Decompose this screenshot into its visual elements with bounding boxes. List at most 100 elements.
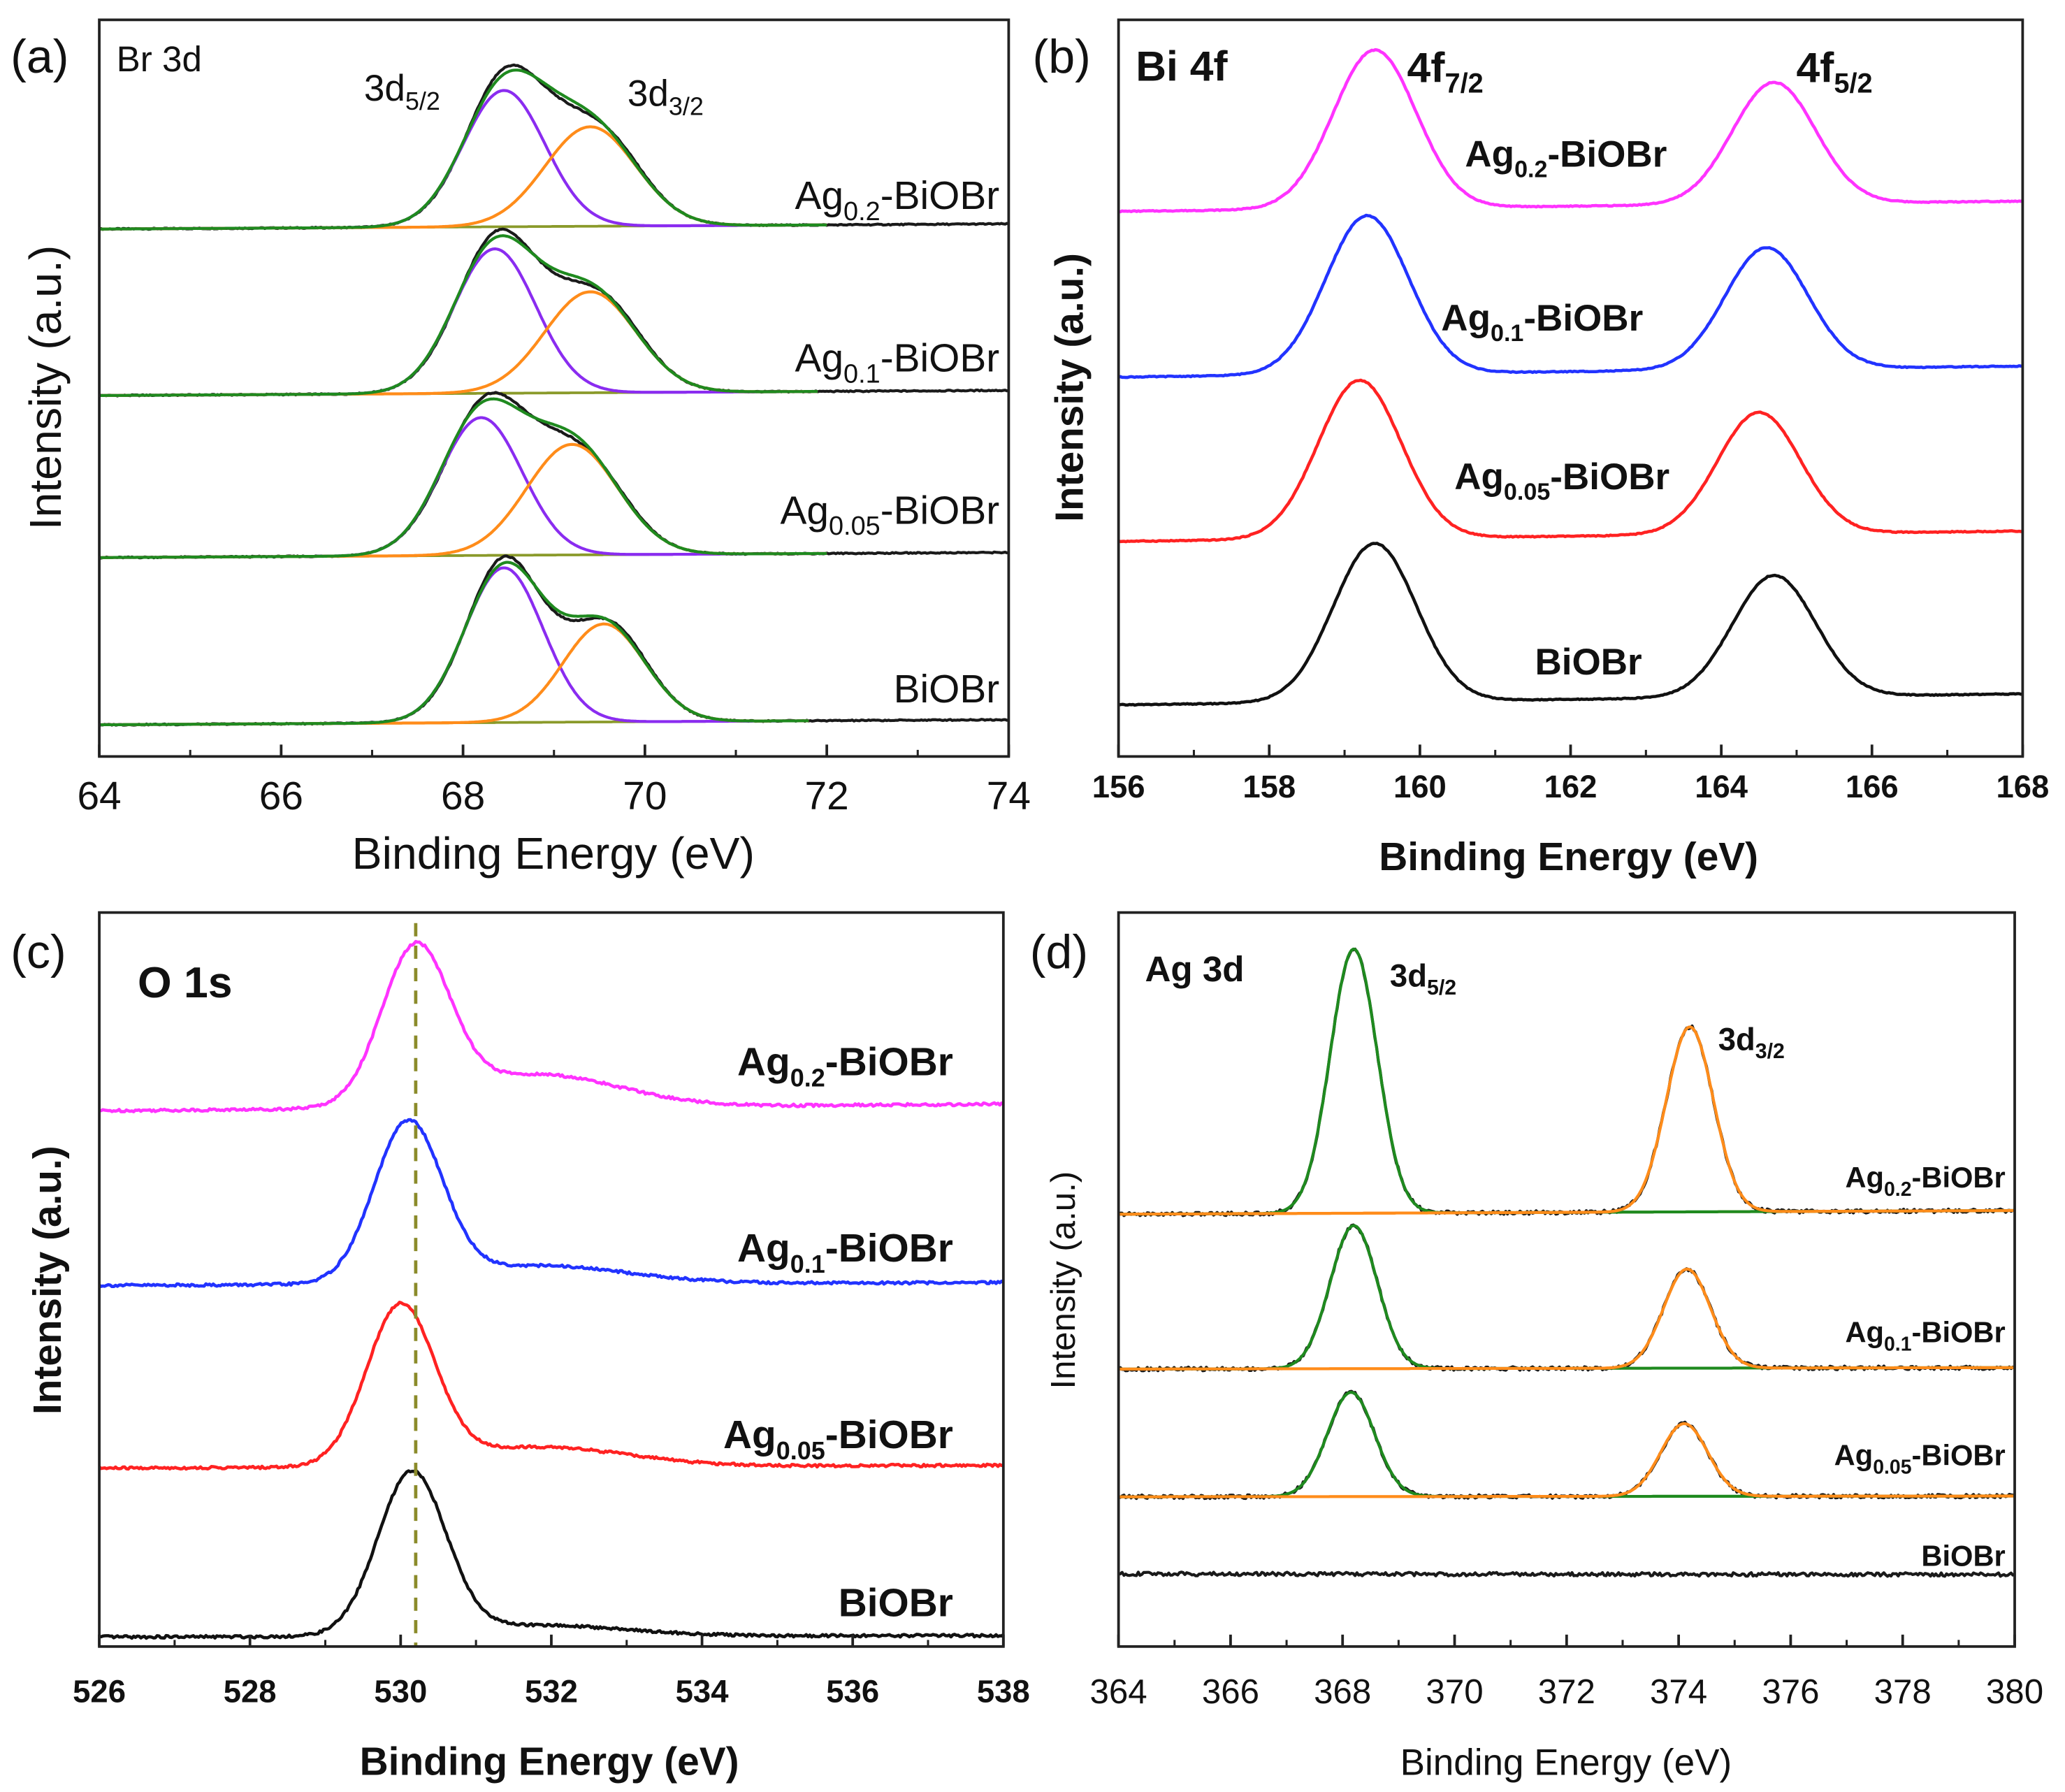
peak-label-3d52: 3d5/2	[364, 68, 440, 115]
label-suffix: -BiOBr	[1912, 1316, 2006, 1349]
x-tick-label: 168	[1996, 769, 2049, 804]
label-suffix: -BiOBr	[881, 337, 999, 381]
series-label-ag01-biobr: Ag0.1-BiOBr	[737, 1227, 953, 1278]
plot-area	[1118, 947, 2015, 1578]
label-main: BiOBr	[1921, 1539, 2005, 1572]
label-subscript: 0.1	[790, 1250, 825, 1278]
component-3d52-line-ag01-biobr	[99, 247, 818, 398]
data-line-biobr	[99, 554, 1009, 727]
y-axis-title: Intensity (a.u.)	[1044, 1171, 1082, 1389]
x-tick-label: 530	[374, 1673, 427, 1709]
x-tick-label: 534	[676, 1673, 730, 1709]
series-label-ag01-biobr: Ag0.1-BiOBr	[1441, 298, 1643, 347]
component-3d52-line-ag005-biobr	[99, 416, 827, 559]
label-subscript: 0.05	[1504, 479, 1550, 505]
data-line-ag01-biobr	[1118, 1223, 2015, 1373]
label-subscript: 0.05	[776, 1436, 825, 1465]
x-tick-label: 66	[259, 774, 303, 818]
component-3d32-line-ag005-biobr	[99, 442, 827, 559]
x-tick-label: 156	[1092, 769, 1145, 804]
label-subscript: 0.1	[843, 360, 881, 389]
label-main: Ag	[1441, 298, 1491, 339]
label-main: Ag	[780, 489, 828, 533]
label-suffix: -BiOBr	[881, 174, 999, 218]
label-suffix: -BiOBr	[1912, 1161, 2006, 1194]
label-subscript: 0.2	[790, 1063, 825, 1092]
x-tick-label: 538	[977, 1673, 1030, 1709]
y-axis-title: Intensity (a.u.)	[26, 1146, 70, 1415]
x-tick-label: 160	[1393, 769, 1447, 804]
envelope-line-ag02-biobr	[99, 68, 827, 231]
x-tick-label: 164	[1695, 769, 1748, 804]
component-3d32-line-ag005-biobr	[1118, 1422, 2015, 1498]
spectrum-line-biobr	[1118, 542, 2023, 707]
series-label-ag02-biobr: Ag0.2-BiOBr	[1465, 133, 1667, 182]
label-suffix: -BiOBr	[825, 1413, 953, 1457]
panel-b-bi4f: (b) Bi 4f 4f7/2 4f5/2 Binding Energy (eV…	[1033, 18, 2049, 879]
x-tick-label: 166	[1846, 769, 1899, 804]
panel-d-ag3d: (d) Ag 3d 3d5/2 3d3/2 Binding Energy (eV…	[1030, 911, 2043, 1783]
spectrum-line-ag02-biobr	[1118, 48, 2023, 214]
x-tick-label: 374	[1650, 1672, 1707, 1711]
envelope-line-ag01-biobr	[99, 234, 818, 398]
x-tick-label: 158	[1242, 769, 1296, 804]
panel-letter: (a)	[10, 30, 68, 83]
series-label-ag005-biobr: Ag0.05-BiOBr	[780, 489, 999, 541]
peak-label-3d32: 3d3/2	[628, 73, 704, 120]
label-main: Ag	[1454, 456, 1504, 498]
component-3d32-line-ag01-biobr	[1118, 1267, 2015, 1371]
label-suffix: -BiOBr	[1912, 1439, 2006, 1472]
spectrum-line-ag02-biobr	[99, 939, 1003, 1113]
series-label-ag005-biobr: Ag0.05-BiOBr	[1834, 1439, 2006, 1479]
series-label-biobr: BiOBr	[839, 1581, 953, 1625]
series-label-biobr: BiOBr	[1535, 642, 1642, 683]
x-tick-label: 378	[1874, 1672, 1932, 1711]
label-subscript: 0.1	[1491, 320, 1523, 347]
x-tick-label: 68	[441, 774, 485, 818]
panel-a-br3d: (a) Br 3d 3d5/2 3d3/2 Binding Energy (eV…	[10, 18, 1031, 879]
series-label-ag02-biobr: Ag0.2-BiOBr	[737, 1040, 953, 1092]
x-tick-label: 70	[623, 774, 667, 818]
x-tick-label: 380	[1986, 1672, 2043, 1711]
peak-label-3d52: 3d5/2	[1390, 958, 1456, 999]
series-label-ag02-biobr: Ag0.2-BiOBr	[1845, 1161, 2005, 1201]
label-main: Ag	[723, 1413, 776, 1457]
spectrum-line-ag005-biobr	[1118, 378, 2023, 544]
label-main: Ag	[737, 1040, 790, 1084]
label-subscript: 0.1	[1884, 1333, 1911, 1355]
label-suffix: -BiOBr	[1550, 456, 1669, 498]
x-tick-label: 368	[1314, 1672, 1371, 1711]
label-subscript: 0.2	[1514, 156, 1547, 182]
series-label-biobr: BiOBr	[894, 667, 1000, 711]
envelope-line-ag005-biobr	[99, 397, 827, 559]
spectrum-line-ag01-biobr	[99, 1118, 1003, 1289]
x-tick-label: 528	[224, 1673, 277, 1709]
label-subscript: 0.05	[1873, 1456, 1911, 1478]
label-subscript: 0.05	[829, 512, 881, 541]
label-main: BiOBr	[839, 1581, 953, 1625]
panel-c-o1s: (c) O 1s Binding Energy (eV) Intensity (…	[10, 911, 1030, 1784]
series-label-ag01-biobr: Ag0.1-BiOBr	[1845, 1316, 2005, 1356]
x-tick-label: 376	[1762, 1672, 1819, 1711]
panel-letter: (c)	[10, 925, 66, 978]
x-tick-label: 162	[1544, 769, 1597, 804]
component-3d52-line-biobr	[99, 566, 809, 727]
label-suffix: -BiOBr	[881, 489, 999, 533]
spectrum-line-ag01-biobr	[1118, 213, 2023, 380]
series-label-ag02-biobr: Ag0.2-BiOBr	[795, 174, 1000, 226]
x-axis-title: Binding Energy (eV)	[352, 828, 755, 879]
x-tick-label: 364	[1090, 1672, 1147, 1711]
x-tick-label: 370	[1426, 1672, 1483, 1711]
label-main: BiOBr	[1535, 642, 1642, 683]
label-suffix: -BiOBr	[825, 1227, 953, 1271]
label-main: Ag	[1845, 1316, 1884, 1349]
x-tick-label: 72	[805, 774, 849, 818]
component-3d32-line-biobr	[99, 622, 809, 727]
panel-title: Bi 4f	[1136, 42, 1228, 89]
panel-title: O 1s	[138, 958, 233, 1007]
panel-title: Ag 3d	[1145, 949, 1245, 989]
label-main: Ag	[1845, 1161, 1884, 1194]
peak-label-4f52: 4f5/2	[1796, 43, 1872, 99]
peak-label-3d32: 3d3/2	[1718, 1021, 1785, 1062]
